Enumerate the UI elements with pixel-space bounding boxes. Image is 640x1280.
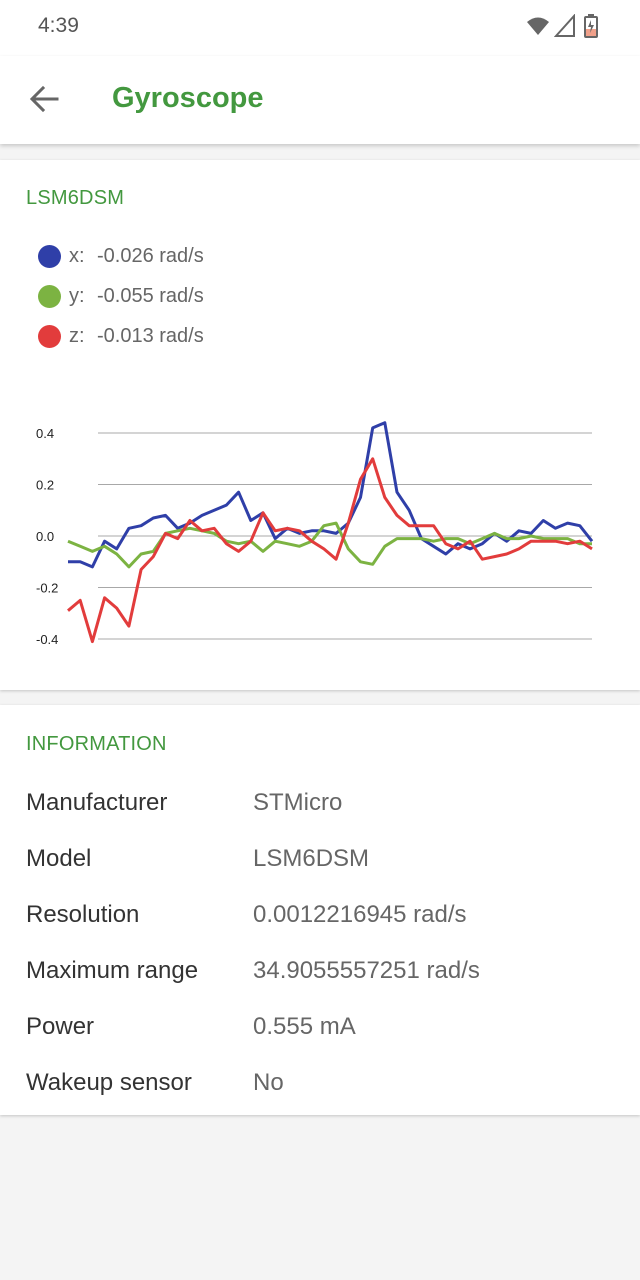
info-row-manufacturer: Manufacturer STMicro <box>0 783 640 823</box>
y-tick-label: -0.4 <box>36 632 58 647</box>
y-tick-label: 0.0 <box>36 529 54 544</box>
legend-axis-label: y: <box>69 284 85 307</box>
info-label: Resolution <box>26 901 140 928</box>
info-value: 0.555 mA <box>253 1013 356 1040</box>
y-tick-label: 0.4 <box>36 426 54 441</box>
legend-dot-x <box>38 244 61 268</box>
series-line-y <box>67 521 592 569</box>
legend-dot-y <box>38 284 61 308</box>
gyroscope-chart: 0.4 0.2 0.0 -0.2 -0.4 <box>36 421 594 647</box>
sensor-card: LSM6DSM x: -0.026 rad/s y: -0.055 rad/s … <box>0 160 640 690</box>
info-value: 0.0012216945 rad/s <box>253 901 467 928</box>
status-bar: 4:39 <box>0 0 640 56</box>
info-label: Manufacturer <box>26 789 168 816</box>
info-label: Model <box>26 845 92 872</box>
legend-value: -0.026 rad/s <box>97 244 204 267</box>
series-line-x <box>68 421 594 569</box>
cell-signal-icon <box>554 14 575 37</box>
legend-item-y: y: -0.055 rad/s <box>38 283 204 309</box>
info-label: Power <box>26 1013 95 1040</box>
info-value: STMicro <box>253 789 343 816</box>
information-title: INFORMATION <box>26 733 167 755</box>
legend-value: -0.013 rad/s <box>97 324 204 347</box>
legend-dot-z <box>38 324 61 348</box>
information-card: INFORMATION Manufacturer STMicro Model L… <box>0 705 640 1115</box>
info-value: 34.9055557251 rad/s <box>253 957 480 984</box>
page-title: Gyroscope <box>112 82 264 114</box>
info-label: Maximum range <box>26 957 199 984</box>
status-time: 4:39 <box>38 14 79 37</box>
back-button[interactable] <box>24 78 66 120</box>
wifi-icon <box>527 17 549 35</box>
legend-value: -0.055 rad/s <box>97 284 204 307</box>
info-row-power: Power 0.555 mA <box>0 1007 640 1047</box>
info-row-wakeup-sensor: Wakeup sensor No <box>0 1063 640 1103</box>
battery-charging-icon <box>584 14 598 38</box>
arrow-back-icon <box>29 85 59 113</box>
y-tick-label: -0.2 <box>36 581 58 596</box>
y-tick-label: 0.2 <box>36 478 54 493</box>
legend-axis-label: x: <box>69 244 85 267</box>
sensor-name: LSM6DSM <box>26 187 125 209</box>
legend-item-z: z: -0.013 rad/s <box>38 323 204 349</box>
info-row-model: Model LSM6DSM <box>0 839 640 879</box>
info-label: Wakeup sensor <box>26 1069 192 1096</box>
legend-axis-label: z: <box>69 324 85 347</box>
info-value: LSM6DSM <box>253 845 370 872</box>
info-row-resolution: Resolution 0.0012216945 rad/s <box>0 895 640 935</box>
app-bar: Gyroscope <box>0 56 640 144</box>
status-icons <box>526 14 606 42</box>
info-row-maximum-range: Maximum range 34.9055557251 rad/s <box>0 951 640 991</box>
info-value: No <box>253 1069 284 1096</box>
series-line-z <box>67 457 593 644</box>
legend-item-x: x: -0.026 rad/s <box>38 243 204 269</box>
